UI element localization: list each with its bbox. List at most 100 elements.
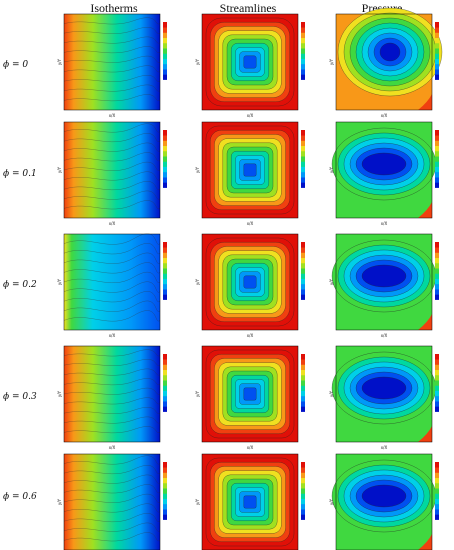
x-axis-label: x/X bbox=[109, 445, 116, 450]
pressure-corner bbox=[418, 94, 432, 110]
row-label-phi-0-3: ϕ = 0.3 bbox=[3, 392, 37, 402]
pressure-contour bbox=[379, 42, 401, 62]
colorbar bbox=[435, 242, 439, 300]
isotherm-line bbox=[63, 271, 161, 283]
isotherm-field bbox=[64, 346, 160, 442]
y-axis-label: y/Y bbox=[329, 58, 334, 65]
isotherm-line bbox=[63, 181, 161, 190]
x-axis-label: x/X bbox=[247, 113, 254, 118]
y-axis-label: y/Y bbox=[329, 390, 334, 397]
isotherm-field bbox=[64, 122, 160, 218]
x-axis-label: x/X bbox=[381, 445, 388, 450]
isotherm-line bbox=[63, 359, 161, 366]
isotherm-line bbox=[63, 190, 161, 200]
x-axis-label: x/X bbox=[109, 333, 116, 338]
row-label-phi-0: ϕ = 0 bbox=[3, 60, 29, 70]
colorbar bbox=[163, 130, 167, 188]
colorbar bbox=[301, 462, 305, 520]
y-axis-label: y/Y bbox=[195, 498, 200, 505]
x-axis-label: x/X bbox=[247, 445, 254, 450]
row-label-phi-0-2: ϕ = 0.2 bbox=[3, 280, 37, 290]
isotherm-line bbox=[63, 407, 161, 414]
y-axis-label: y/Y bbox=[195, 58, 200, 65]
colorbar bbox=[435, 354, 439, 412]
isotherm-line bbox=[63, 513, 161, 522]
pressure-corner bbox=[418, 426, 432, 442]
isotherm-line bbox=[63, 310, 161, 322]
streamline-contour bbox=[243, 55, 257, 69]
colorbar bbox=[301, 354, 305, 412]
x-axis-label: x/X bbox=[109, 221, 116, 226]
isotherm-line bbox=[63, 378, 161, 386]
isotherm-line bbox=[63, 522, 161, 532]
colorbar bbox=[301, 130, 305, 188]
x-axis-label: x/X bbox=[247, 333, 254, 338]
isotherm-line bbox=[63, 291, 161, 303]
pressure-contour bbox=[361, 264, 407, 288]
isotherm-line bbox=[63, 200, 161, 210]
y-axis-label: y/Y bbox=[329, 278, 334, 285]
isotherm-line bbox=[63, 416, 161, 424]
colorbar bbox=[163, 354, 167, 412]
streamline-contour bbox=[243, 275, 257, 289]
y-axis-label: y/Y bbox=[57, 498, 62, 505]
y-axis-label: y/Y bbox=[195, 390, 200, 397]
pressure-corner bbox=[418, 314, 432, 330]
column-title-isotherms: Isotherms bbox=[90, 1, 138, 15]
colorbar bbox=[435, 130, 439, 188]
isotherm-line bbox=[63, 142, 161, 152]
y-axis-label: y/Y bbox=[57, 278, 62, 285]
isotherm-line bbox=[63, 262, 161, 274]
x-axis-label: x/X bbox=[381, 333, 388, 338]
isotherm-line bbox=[63, 465, 161, 474]
isotherm-field bbox=[64, 14, 160, 110]
x-axis-label: x/X bbox=[109, 113, 116, 118]
pressure-corner bbox=[418, 202, 432, 218]
pressure-contour bbox=[361, 376, 407, 400]
colorbar bbox=[163, 462, 167, 520]
isotherm-line bbox=[63, 84, 161, 92]
y-axis-label: y/Y bbox=[195, 278, 200, 285]
isotherm-line bbox=[63, 27, 161, 34]
isotherm-line bbox=[63, 133, 161, 142]
isotherm-line bbox=[63, 94, 161, 102]
y-axis-label: y/Y bbox=[57, 166, 62, 173]
streamline-contour bbox=[243, 495, 257, 509]
colorbar bbox=[435, 462, 439, 520]
row-label-phi-0-6: ϕ = 0.6 bbox=[3, 492, 37, 502]
isotherm-line bbox=[63, 455, 161, 465]
isotherm-line bbox=[63, 281, 161, 293]
row-label-phi-0-1: ϕ = 0.1 bbox=[3, 169, 37, 179]
colorbar bbox=[163, 22, 167, 80]
isotherm-line bbox=[63, 300, 161, 312]
isotherm-line bbox=[63, 387, 161, 395]
isotherm-line bbox=[63, 123, 161, 133]
colorbar bbox=[301, 242, 305, 300]
streamline-contour bbox=[243, 387, 257, 401]
isotherm-line bbox=[63, 152, 161, 162]
isotherm-field bbox=[64, 454, 160, 550]
isotherm-line bbox=[63, 36, 161, 44]
y-axis-label: y/Y bbox=[57, 390, 62, 397]
pressure-corner bbox=[418, 534, 432, 550]
column-title-streamlines: Streamlines bbox=[219, 1, 277, 15]
pressure-contour bbox=[361, 152, 407, 176]
isotherm-line bbox=[63, 171, 161, 181]
x-axis-label: x/X bbox=[381, 221, 388, 226]
isotherm-line bbox=[63, 161, 161, 171]
isotherm-line bbox=[63, 532, 161, 542]
colorbar bbox=[163, 242, 167, 300]
isotherm-line bbox=[63, 17, 161, 25]
isotherm-line bbox=[63, 503, 161, 513]
isotherm-line bbox=[63, 484, 161, 494]
x-axis-label: x/X bbox=[247, 221, 254, 226]
isotherm-line bbox=[63, 65, 161, 73]
isotherm-line bbox=[63, 368, 161, 376]
isotherm-line bbox=[63, 349, 161, 357]
isotherm-line bbox=[63, 243, 161, 255]
y-axis-label: y/Y bbox=[195, 166, 200, 173]
pressure-contour bbox=[361, 484, 407, 508]
isotherm-line bbox=[63, 474, 161, 484]
